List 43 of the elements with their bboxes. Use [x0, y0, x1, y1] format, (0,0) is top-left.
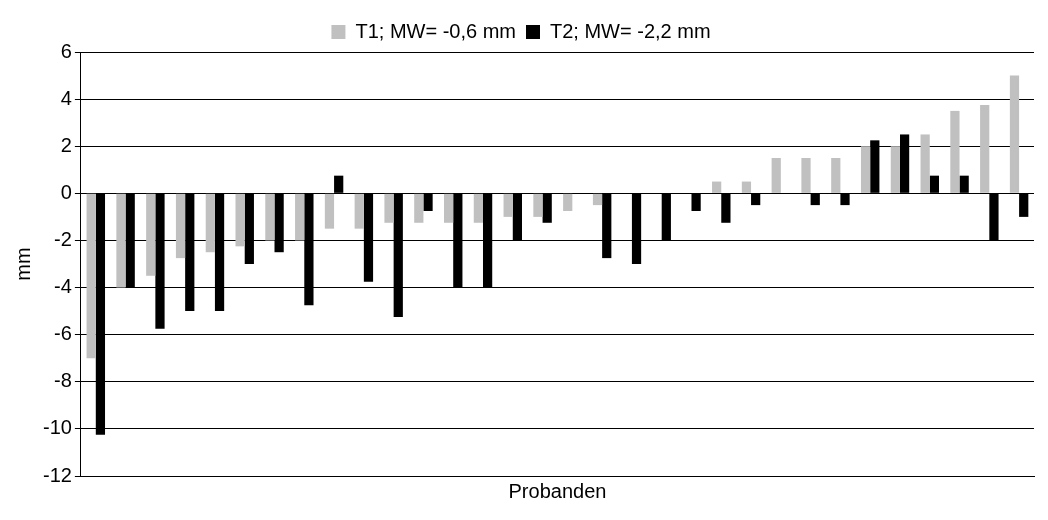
bar: [324, 193, 335, 229]
y-tick-label: 6: [60, 39, 72, 62]
bar: [443, 193, 454, 223]
y-tick-label: 4: [60, 86, 72, 109]
bar: [890, 146, 900, 193]
x-axis-title: Probanden: [508, 479, 607, 502]
y-tick-label: -4: [54, 275, 72, 298]
bar: [1009, 75, 1020, 193]
bar: [712, 181, 722, 193]
legend-label: T1; MW= -0,6 mm: [355, 19, 517, 42]
bar: [86, 193, 96, 359]
y-tick-label: -6: [54, 322, 72, 345]
y-tick-label: -12: [43, 463, 72, 486]
bar: [592, 193, 603, 206]
y-axis-title: mm: [11, 247, 34, 281]
y-tick-label: 0: [60, 180, 72, 203]
bar: [175, 193, 186, 259]
bar: [980, 105, 990, 193]
bar: [473, 193, 483, 223]
bar: [354, 193, 364, 229]
bar: [146, 193, 156, 276]
bar: [741, 181, 752, 193]
y-tick-label: -2: [54, 227, 72, 250]
bar: [831, 158, 841, 193]
y-tick-label: -10: [43, 416, 72, 439]
bar: [563, 193, 573, 211]
bar: [205, 193, 215, 253]
y-tick-label: 2: [60, 133, 72, 156]
bar: [950, 110, 960, 193]
bar: [414, 193, 424, 223]
bar: [860, 146, 871, 193]
bar: [295, 193, 305, 241]
bar: [384, 193, 394, 223]
bar: [116, 193, 126, 288]
bar: [503, 193, 513, 217]
bar: [533, 193, 543, 217]
bar: [920, 134, 930, 193]
bar: [235, 193, 245, 247]
bar: [771, 158, 781, 193]
bar: [801, 158, 811, 193]
bar: [265, 193, 275, 241]
y-tick-label: -8: [54, 369, 72, 392]
legend-label: T2; MW= -2,2 mm: [550, 19, 711, 42]
